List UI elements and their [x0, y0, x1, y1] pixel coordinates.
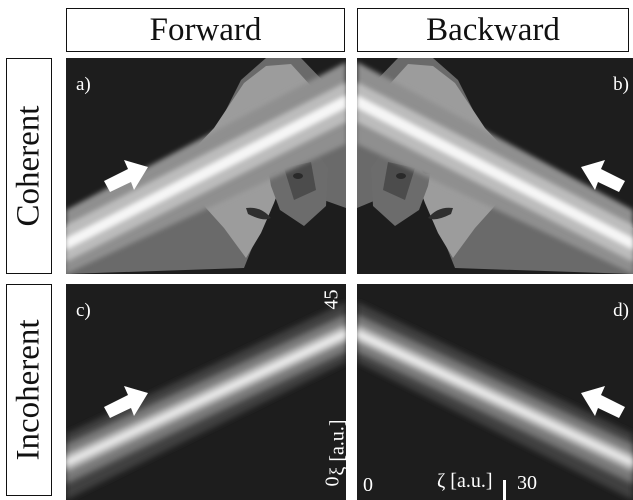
- header-forward: Forward: [66, 8, 345, 52]
- panel-b-plot: [357, 58, 633, 274]
- row-label-incoherent-text: Incoherent: [10, 319, 47, 461]
- panel-b-coherent-backward: b): [357, 58, 633, 274]
- header-backward-label: Backward: [426, 11, 560, 48]
- zeta-axis-min-label: 0: [363, 474, 373, 496]
- xi-axis-min-label: 0: [321, 476, 344, 487]
- header-forward-label: Forward: [149, 11, 262, 48]
- panel-c-label: c): [76, 300, 91, 321]
- arrow-up-left-icon: [581, 160, 625, 192]
- panel-b-label: b): [613, 74, 629, 95]
- row-label-coherent: Coherent: [6, 58, 52, 274]
- zeta-axis-title: ζ [a.u.]: [437, 470, 493, 492]
- arrow-up-left-icon: [581, 386, 625, 418]
- panel-a-coherent-forward: a): [66, 58, 346, 274]
- zeta-axis-max-label: 30: [517, 472, 537, 494]
- panel-d-incoherent-backward: d) 0 ζ [a.u.] 30: [357, 284, 633, 500]
- panel-c-incoherent-forward: c) 45 ξ [a.u.] 0: [66, 284, 346, 500]
- xi-axis-max-label: 45: [320, 289, 343, 310]
- header-backward: Backward: [357, 8, 629, 52]
- row-label-incoherent: Incoherent: [6, 284, 52, 496]
- xi-axis-title: ξ [a.u.]: [326, 419, 346, 475]
- zeta-axis-tick: [503, 480, 506, 500]
- arrow-up-right-icon: [104, 386, 148, 418]
- arrow-up-right-icon: [104, 160, 148, 192]
- panel-d-plot: [357, 302, 633, 500]
- panel-a-label: a): [76, 74, 91, 95]
- panel-c-plot: [66, 302, 346, 500]
- panel-d-label: d): [613, 300, 629, 321]
- row-label-coherent-text: Coherent: [10, 105, 47, 227]
- panel-a-plot: [66, 58, 346, 274]
